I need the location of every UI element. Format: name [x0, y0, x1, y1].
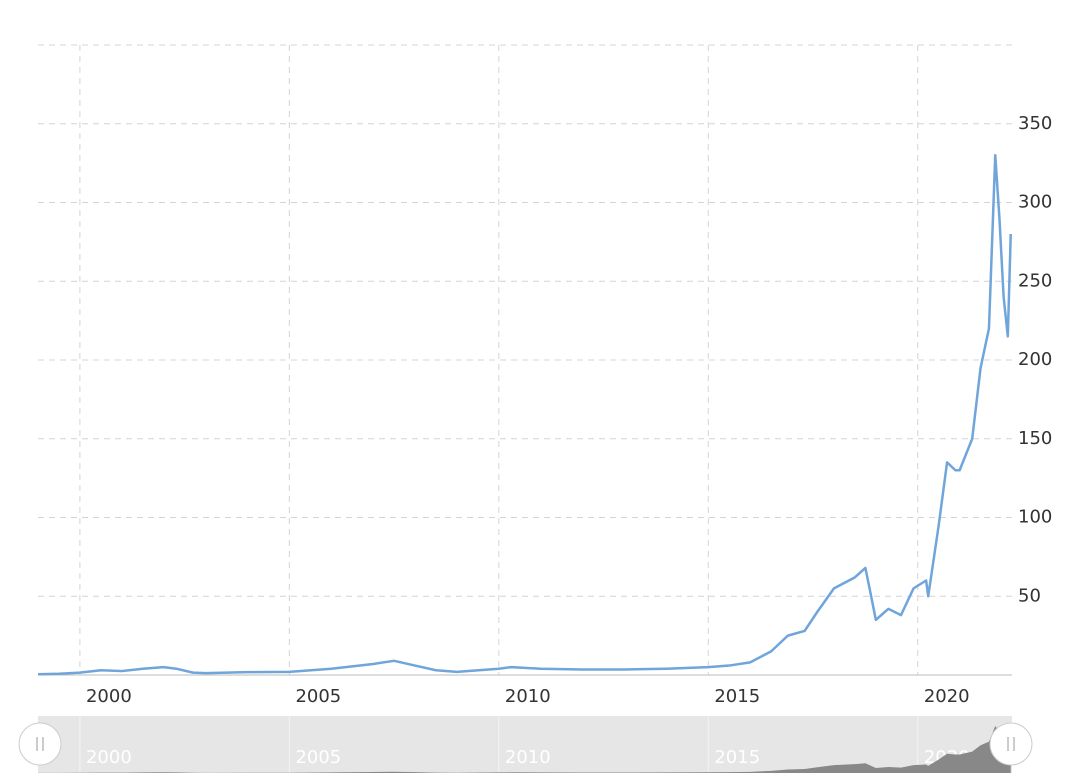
price-line — [37, 154, 1012, 676]
y-tick-label: 100 — [1018, 507, 1052, 528]
plot: 50 100 150 200 250 300 350 2000 2005 2010 2015 2020 — [37, 45, 1052, 707]
y-tick-label: 350 — [1018, 113, 1052, 134]
navigator-handle-right[interactable] — [989, 722, 1033, 766]
navigator[interactable] — [38, 716, 1012, 773]
y-tick-label: 300 — [1018, 192, 1052, 213]
y-tick-label: 150 — [1018, 428, 1052, 449]
x-tick-label: 2000 — [86, 686, 132, 707]
y-tick-label: 50 — [1018, 585, 1041, 606]
navigator-handle-left[interactable] — [18, 722, 62, 766]
navigator-label: 2000 — [86, 747, 132, 768]
y-tick-label: 250 — [1018, 270, 1052, 291]
y-tick-label: 200 — [1018, 349, 1052, 370]
x-tick-label: 2005 — [295, 686, 341, 707]
x-tick-label: 2010 — [505, 686, 551, 707]
navigator-label: 2015 — [714, 747, 760, 768]
x-tick-label: 2015 — [714, 686, 760, 707]
navigator-area — [38, 725, 1011, 773]
navigator-label: 2010 — [505, 747, 551, 768]
navigator-label: 2005 — [295, 747, 341, 768]
x-tick-label: 2020 — [924, 686, 970, 707]
